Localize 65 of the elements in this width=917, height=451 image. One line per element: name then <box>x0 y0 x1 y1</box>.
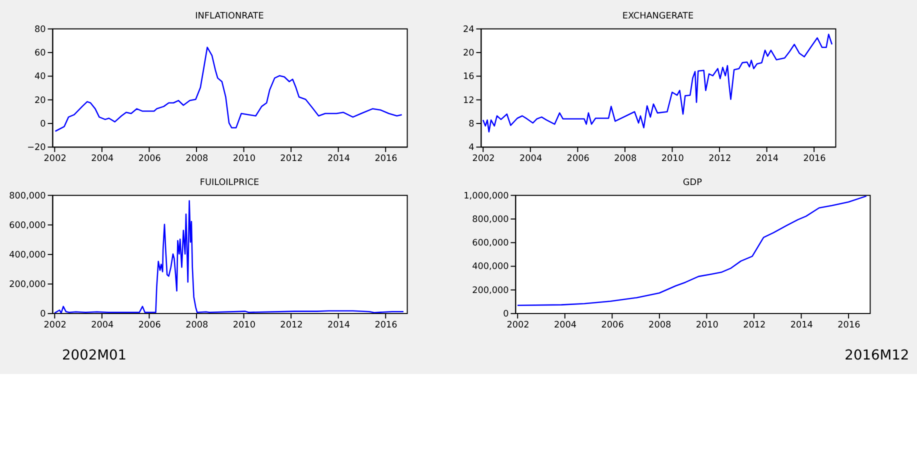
text: 2002M01 <box>62 347 126 364</box>
y-tick-label: 200,000 <box>472 286 510 296</box>
x-tick-label: 2014 <box>790 320 814 330</box>
chart-title: GDP <box>682 178 703 188</box>
y-tick-label: 40 <box>34 72 46 82</box>
y-tick-label: 12 <box>462 96 474 106</box>
x-tick-label: 2002 <box>506 320 530 330</box>
x-tick-label: 2006 <box>566 154 590 164</box>
y-tick-label: 0 <box>503 310 510 320</box>
y-tick-label: 400,000 <box>9 250 46 260</box>
x-tick-label: 2014 <box>327 320 350 330</box>
line-series <box>482 34 833 132</box>
y-tick-label: 0 <box>40 119 46 130</box>
y-tick-label: 600,000 <box>472 238 510 249</box>
chart-title: INFLATIONRATE <box>195 12 264 22</box>
y-tick-label: 16 <box>462 72 475 82</box>
y-tick-label: 800,000 <box>472 214 510 225</box>
x-tick-label: 2002 <box>472 154 495 164</box>
y-tick-label: 24 <box>462 24 475 35</box>
y-tick-label: 400,000 <box>472 262 510 272</box>
line-series <box>54 46 402 132</box>
y-tick-label: 200,000 <box>9 280 46 290</box>
x-tick-label: 2012 <box>743 320 766 330</box>
x-tick-label: 2016 <box>374 154 398 164</box>
y-tick-label: 600,000 <box>9 220 46 231</box>
x-tick-label: 2016 <box>803 154 826 164</box>
x-tick-label: 2014 <box>327 154 350 164</box>
x-tick-label: 2004 <box>554 320 577 330</box>
x-tick-label: 2016 <box>374 320 398 330</box>
y-tick-label: −20 <box>27 143 46 154</box>
y-tick-label: 20 <box>34 96 46 106</box>
x-tick-label: 2002 <box>44 154 66 164</box>
x-tick-label: 2010 <box>232 320 256 330</box>
x-tick-label: 2004 <box>91 154 114 164</box>
x-tick-label: 2010 <box>696 320 719 330</box>
x-tick-label: 2006 <box>601 320 624 330</box>
x-tick-label: 2002 <box>44 320 66 330</box>
x-tick-label: 2012 <box>280 154 303 164</box>
x-tick-label: 2008 <box>648 320 672 330</box>
y-tick-label: 80 <box>34 24 46 35</box>
y-tick-label: 20 <box>462 48 475 59</box>
x-tick-label: 2014 <box>756 154 779 164</box>
y-tick-label: 4 <box>468 143 475 154</box>
x-tick-label: 2008 <box>186 320 209 330</box>
line-series <box>516 195 868 306</box>
x-tick-label: 2006 <box>138 320 162 330</box>
x-tick-label: 2012 <box>280 320 303 330</box>
x-tick-label: 2004 <box>91 320 114 330</box>
x-tick-label: 2016 <box>838 320 861 330</box>
x-tick-label: 2010 <box>661 154 684 164</box>
y-tick-label: 0 <box>40 310 46 320</box>
text: 2016M12 <box>844 347 910 364</box>
x-tick-label: 2004 <box>520 154 542 164</box>
x-tick-label: 2006 <box>138 154 162 164</box>
y-tick-label: 1,000,000 <box>464 191 510 202</box>
chart-title: EXCHANGERATE <box>622 12 694 22</box>
y-tick-label: 8 <box>468 119 475 130</box>
x-tick-label: 2010 <box>232 154 256 164</box>
x-tick-label: 2008 <box>614 154 637 164</box>
chart-title: FUILOILPRICE <box>200 178 260 188</box>
y-tick-label: 60 <box>34 48 46 59</box>
line-series <box>54 200 404 314</box>
x-tick-label: 2012 <box>708 154 732 164</box>
y-tick-label: 800,000 <box>9 191 46 202</box>
x-tick-label: 2008 <box>186 154 209 164</box>
